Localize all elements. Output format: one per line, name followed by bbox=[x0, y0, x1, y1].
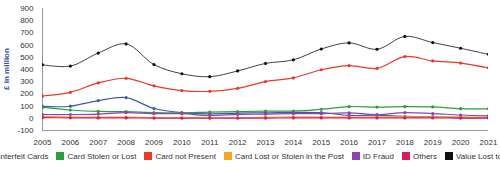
svg-text:2021: 2021 bbox=[480, 138, 498, 147]
svg-text:300: 300 bbox=[20, 77, 34, 86]
svg-text:£ in million: £ in million bbox=[2, 48, 11, 90]
svg-text:2007: 2007 bbox=[89, 138, 107, 147]
html-text:ID Fraud: ID Fraud bbox=[362, 152, 394, 161]
svg-text:-100: -100 bbox=[17, 126, 34, 135]
svg-text:2011: 2011 bbox=[201, 138, 219, 147]
html-text:Card not Present: Card not Present bbox=[155, 152, 216, 161]
svg-text:900: 900 bbox=[20, 4, 34, 13]
svg-text:2005: 2005 bbox=[34, 138, 52, 147]
svg-text:800: 800 bbox=[20, 16, 34, 25]
svg-text:2020: 2020 bbox=[452, 138, 470, 147]
svg-text:2015: 2015 bbox=[312, 138, 330, 147]
svg-text:2018: 2018 bbox=[396, 138, 414, 147]
svg-text:2010: 2010 bbox=[173, 138, 191, 147]
svg-text:2016: 2016 bbox=[340, 138, 358, 147]
svg-text:2009: 2009 bbox=[145, 138, 163, 147]
svg-text:2006: 2006 bbox=[61, 138, 79, 147]
svg-text:700: 700 bbox=[20, 28, 34, 37]
svg-text:200: 200 bbox=[20, 89, 34, 98]
svg-text:2019: 2019 bbox=[424, 138, 442, 147]
svg-text:500: 500 bbox=[20, 53, 34, 62]
svg-text:0: 0 bbox=[29, 114, 34, 123]
svg-text:2017: 2017 bbox=[368, 138, 386, 147]
svg-text:2013: 2013 bbox=[257, 138, 275, 147]
html-text:Others: Others bbox=[413, 152, 437, 161]
svg-text:400: 400 bbox=[20, 65, 34, 74]
svg-text:100: 100 bbox=[20, 102, 34, 111]
html-text:Card Stolen or Lost: Card Stolen or Lost bbox=[67, 152, 137, 161]
svg-text:600: 600 bbox=[20, 41, 34, 50]
svg-text:2012: 2012 bbox=[229, 138, 247, 147]
svg-text:2014: 2014 bbox=[284, 138, 302, 147]
svg-text:2008: 2008 bbox=[117, 138, 135, 147]
html-text:Card Lost or Stolen in the Pos: Card Lost or Stolen in the Post bbox=[234, 152, 344, 161]
